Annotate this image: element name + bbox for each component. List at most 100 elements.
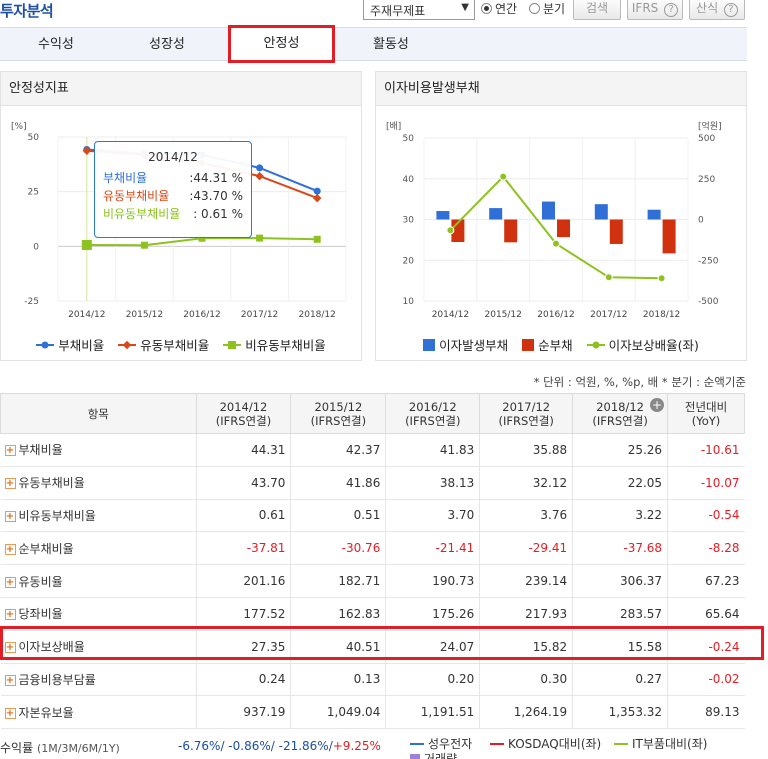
table-cell: 3.70 [385,499,480,533]
expand-icon[interactable]: + [4,478,16,490]
table-cell: 38.13 [385,466,480,500]
page-title: 투자분석 [0,2,54,20]
y-tick-label-right: 500 [698,134,715,144]
table-row[interactable]: + 비유동부채비율 0.61 0.51 3.70 3.76 3.22 -0.54 [0,499,745,533]
col-header-year[interactable]: 2016/12 (IFRS연결) [385,393,481,434]
legend-item[interactable]: 이자발생부채 [423,335,508,354]
x-tick-label: 2015/12 [485,310,522,320]
table-cell: 44.31 [195,433,291,467]
col-header-year[interactable]: 2017/12 (IFRS연결) [479,393,574,434]
legend-square-icon [410,753,420,759]
expand-icon[interactable]: + [4,445,16,457]
table-cell: 15.58 [572,630,668,664]
tab-stability[interactable]: 안정성 [228,25,335,63]
bar-net-debt [609,219,623,244]
table-row[interactable]: + 자본유보율 937.19 1,049.04 1,191.51 1,264.19 1,35… [0,695,745,730]
table-cell: 162.83 [290,597,386,631]
legend-line-square-icon [223,340,242,349]
table-cell: 201.16 [195,564,291,598]
row-label[interactable]: + 금융비용부담률 [0,663,197,697]
y-tick-label-right: -500 [698,297,719,307]
table-cell: -37.81 [195,531,291,566]
table-row[interactable]: + 유동부채비율 43.70 41.86 38.13 32.12 22.05 -10.07 [0,466,745,500]
table-cell-yoy: 65.64 [667,597,745,631]
bar-interest-debt [647,209,661,220]
tab-growth[interactable]: 성장성 [149,37,185,52]
row-label[interactable]: + 부채비율 [0,433,197,467]
legend-label: 비유동부채비율 [245,338,326,353]
table-cell: 0.51 [290,499,386,533]
expand-icon[interactable]: + [4,674,16,686]
expand-icon[interactable]: + [4,609,16,621]
footer-legend-item[interactable]: IT부품대비(좌) [614,735,707,752]
ifrs-label: IFRS [631,1,659,15]
x-tick-label: 2015/12 [126,310,163,320]
expand-icon[interactable]: + [4,543,16,555]
table-cell: 32.12 [479,466,573,500]
col-header-year[interactable]: 2014/12 (IFRS연결) [195,393,292,434]
footer-legend-item[interactable]: 거래량 [410,750,457,759]
legend-item[interactable]: 유동부채비율 [118,335,209,354]
interest-debt-chart[interactable]: [배] [억원] 10 20 30 40 50 -500 -250 0 250 500 2014/12 2… [376,107,746,327]
row-label[interactable]: + 유동부채비율 [0,466,197,500]
row-label[interactable]: + 자본유보율 [0,695,197,730]
table-cell-yoy: -10.07 [667,466,745,500]
expand-icon[interactable]: + [4,707,16,719]
table-row[interactable]: + 순부채비율 -37.81 -30.76 -21.41 -29.41 -37.68 -8.2… [0,531,745,566]
row-label[interactable]: + 당좌비율 [0,597,197,631]
expand-icon[interactable]: + [4,642,16,654]
expand-icon[interactable]: + [4,576,16,588]
table-cell: -37.68 [572,531,668,566]
table-row[interactable]: + 부채비율 44.31 42.37 41.83 35.88 25.26 -10.61 [0,433,745,467]
row-label[interactable]: + 유동비율 [0,564,197,598]
formula-help-button[interactable]: 산식 ? [689,0,745,20]
data-point [313,187,321,195]
row-label[interactable]: + 이자보상배율 [0,630,197,664]
col-header-year[interactable]: 2018/12 (IFRS연결) + [572,393,669,434]
legend-item[interactable]: 이자보상배율(좌) [586,335,699,354]
tooltip-label: 유동부채비율 [103,189,170,203]
bar-interest-debt [436,211,450,220]
tab-bar: 수익성 성장성 안정성 활동성 [0,25,747,63]
expand-icon[interactable]: + [4,510,16,522]
row-label[interactable]: + 비유동부채비율 [0,499,197,533]
legend-item[interactable]: 순부채 [522,335,573,354]
add-column-icon[interactable]: + [650,398,665,412]
table-row[interactable]: + 유동비율 201.16 182.71 190.73 239.14 306.37 67.23 [0,564,745,598]
table-cell: 190.73 [385,564,480,598]
data-point [552,239,560,248]
table-row[interactable]: + 당좌비율 177.52 162.83 175.26 217.93 283.57 65.64 [0,597,745,631]
table-row[interactable]: + 이자보상배율 27.35 40.51 24.07 15.82 15.58 -0.24 [0,630,745,664]
tooltip-value: :44.31 % [189,171,243,185]
data-point [657,274,666,283]
x-tick-label: 2017/12 [241,310,278,320]
legend-line-dot-icon [586,341,605,348]
col-header-year[interactable]: 2015/12 (IFRS연결) [290,393,387,434]
table-cell: 15.82 [479,630,573,664]
statement-select[interactable]: 주재무제표 ▼ [363,0,475,20]
row-label[interactable]: + 순부채비율 [0,531,197,566]
header: 투자분석 주재무제표 ▼ 연간 분기 검색 IFRS ? 산식 ? [0,0,768,26]
radio-annual[interactable]: 연간 [481,0,517,17]
table-cell-yoy: 67.23 [667,564,745,598]
table-row[interactable]: + 금융비용부담률 0.24 0.13 0.20 0.30 0.27 -0.02 [0,663,745,697]
legend-label: 유동부채비율 [140,338,210,353]
table-cell: 0.27 [572,663,668,697]
legend-item[interactable]: 비유동부채비율 [223,335,326,354]
table-cell: 0.13 [290,663,386,697]
table-cell: 1,191.51 [385,695,480,730]
bar-net-debt [504,219,518,243]
table-cell: 35.88 [479,433,573,467]
tab-profitability[interactable]: 수익성 [38,37,74,52]
table-cell: 0.61 [195,499,291,533]
returns-values: -6.76%/ -0.86%/ -21.86%/+9.25% [178,739,381,753]
search-button[interactable]: 검색 [573,0,621,20]
footer-legend-item[interactable]: 성우전자 [410,735,472,752]
table-cell: 283.57 [572,597,668,631]
tab-activity[interactable]: 활동성 [373,37,409,52]
ifrs-help-button[interactable]: IFRS ? [627,0,683,20]
radio-quarter[interactable]: 분기 [529,0,565,17]
footer-legend-item[interactable]: KOSDAQ대비(좌) [490,735,601,752]
y-tick-label: 25 [28,188,39,198]
legend-item[interactable]: 부채비율 [36,335,104,354]
